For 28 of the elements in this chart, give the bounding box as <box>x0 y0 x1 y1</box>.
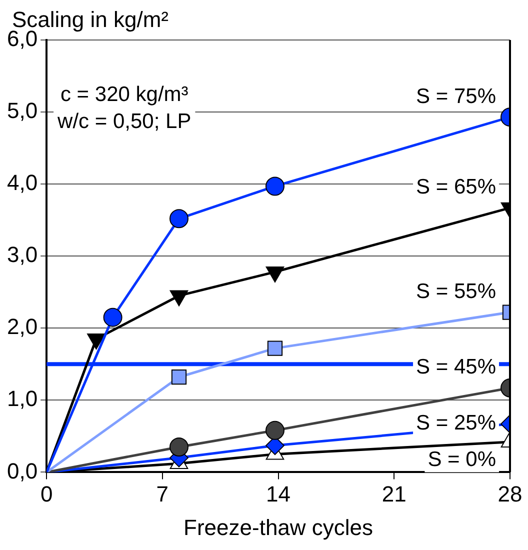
series-label: S = 65% <box>416 176 496 199</box>
annotation: w/c = 0,50; LP <box>56 110 192 133</box>
x-tick-label: 0 <box>40 481 53 506</box>
y-tick-label: 3,0 <box>6 242 38 268</box>
annotation: c = 320 kg/m³ <box>60 82 188 106</box>
y-tick-label: 4,0 <box>6 170 38 196</box>
point <box>169 209 188 228</box>
x-axis-title: Freeze-thaw cycles <box>184 514 374 540</box>
point <box>267 340 283 356</box>
y-tick-label: 6,0 <box>6 26 38 52</box>
x-tick-label: 14 <box>266 481 291 506</box>
series-label: S = 75% <box>416 84 496 108</box>
series-label: S = 0% <box>428 448 496 471</box>
point <box>265 176 284 196</box>
y-tick-label: 1,0 <box>6 386 38 412</box>
point <box>265 420 284 440</box>
point <box>103 308 122 327</box>
y-tick-label: 2,0 <box>6 314 38 340</box>
x-tick-label: 7 <box>156 481 169 506</box>
x-tick-label: 28 <box>498 481 522 506</box>
series-label: S = 55% <box>416 280 496 304</box>
x-tick-label: 21 <box>382 481 406 506</box>
y-tick-label: 0,0 <box>6 458 38 484</box>
point <box>171 370 187 385</box>
y-tick-label: 5,0 <box>6 98 38 124</box>
series-label: S = 25% <box>416 412 496 435</box>
point <box>169 437 188 456</box>
series-label: S = 45% <box>416 356 496 379</box>
